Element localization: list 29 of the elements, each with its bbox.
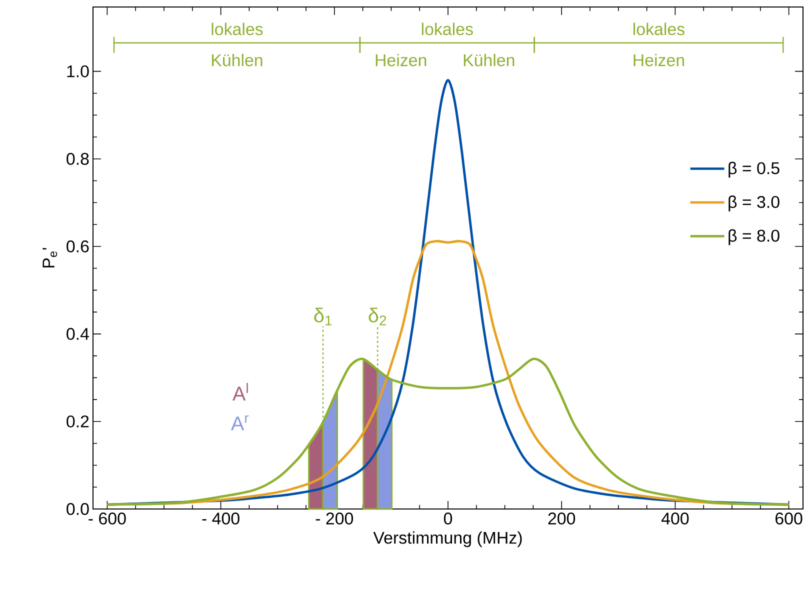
y-tick-label: 1.0 <box>67 65 89 78</box>
annotation: lokales <box>422 22 473 36</box>
x-tick-label: - 200 <box>316 512 354 525</box>
x-tick-label: - 600 <box>88 512 126 525</box>
ref-line-label: δ$_{2}$ <box>368 308 386 326</box>
band-label: A$^{l}$ <box>232 382 248 401</box>
annotation: lokales <box>634 22 684 36</box>
x-axis-title: Verstimmung (MHz) <box>373 531 522 548</box>
y-tick-label: 0.0 <box>66 503 89 515</box>
annotation: Heizen <box>376 54 426 66</box>
band-label: A$^{r}$ <box>230 415 249 430</box>
legend-label: β = 0.5 <box>728 162 780 178</box>
x-tick-label: 200 <box>548 512 576 525</box>
y-axis-title: P$_{e}$' <box>42 248 58 268</box>
annotation: lokales <box>212 22 263 36</box>
y-tick-label: 0.2 <box>66 415 89 428</box>
annotation: Kühlen <box>464 54 514 66</box>
x-tick-label: 400 <box>661 512 689 525</box>
legend-label: β = 8.0 <box>728 229 780 246</box>
legend-label: β = 3.0 <box>728 196 780 212</box>
y-tick-label: 0.8 <box>66 152 89 165</box>
annotation: Kühlen <box>212 54 262 66</box>
x-tick-label: 0 <box>444 512 452 525</box>
x-tick-label: 600 <box>776 512 802 525</box>
annotation: Heizen <box>634 54 684 66</box>
x-tick-label: - 400 <box>202 512 240 525</box>
ref-line-label: δ$_{1}$ <box>314 308 332 326</box>
y-tick-label: 0.6 <box>66 240 89 252</box>
y-tick-label: 0.4 <box>66 328 89 340</box>
